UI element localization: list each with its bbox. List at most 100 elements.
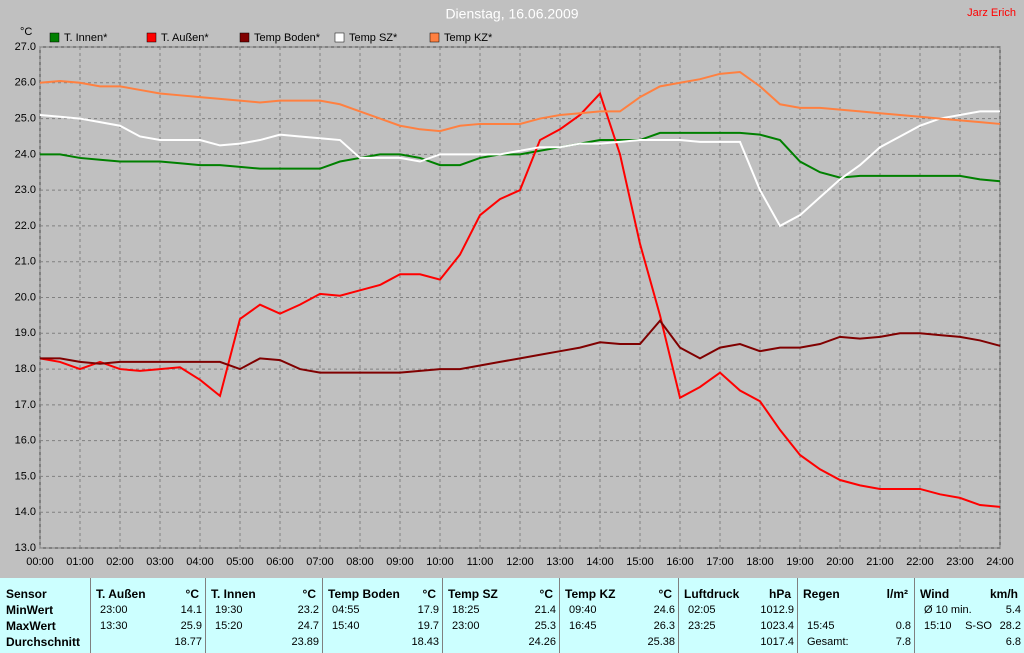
x-tick-label: 22:00	[906, 556, 934, 568]
column-header: Regen	[803, 587, 840, 601]
cell-time: Ø 10 min.	[924, 604, 972, 616]
column-unit: hPa	[768, 587, 791, 601]
y-tick-label: 25.0	[15, 112, 36, 124]
y-tick-label: 27.0	[15, 41, 36, 53]
cell-value: 24.26	[528, 636, 556, 648]
column-unit: km/h	[989, 587, 1018, 601]
cell-time: 04:55	[332, 604, 360, 616]
x-tick-label: 13:00	[546, 556, 574, 568]
y-unit: °C	[20, 26, 32, 38]
legend-swatch	[429, 32, 440, 43]
cell-value: 1023.4	[760, 620, 794, 632]
cell-value: 5.4	[1005, 604, 1021, 616]
x-tick-label: 18:00	[746, 556, 774, 568]
column-separator	[322, 578, 323, 653]
legend-label: Temp Boden*	[254, 32, 321, 44]
y-tick-label: 19.0	[15, 327, 36, 339]
column-unit: °C	[658, 587, 672, 601]
cell-time: 23:25	[688, 620, 716, 632]
column-unit: °C	[185, 587, 199, 601]
column-header: Luftdruck	[684, 587, 740, 601]
y-tick-label: 17.0	[15, 399, 36, 411]
cell-value: 21.4	[534, 604, 556, 616]
x-tick-label: 10:00	[426, 556, 454, 568]
series-line	[40, 319, 1001, 374]
legend-label: T. Innen*	[64, 32, 108, 44]
column-header: Temp KZ	[565, 587, 616, 601]
column-header: Temp SZ	[448, 587, 498, 601]
x-tick-label: 19:00	[786, 556, 814, 568]
chart: Dienstag, 16.06.2009 Jarz Erich °C 13.0 1…	[15, 6, 1016, 568]
y-tick-label: 24.0	[15, 148, 36, 160]
x-tick-label: 04:00	[186, 556, 214, 568]
cell-value: 26.3	[653, 620, 675, 632]
legend-label: Temp SZ*	[349, 32, 398, 44]
y-tick-label: 26.0	[15, 77, 36, 89]
y-tick-label: 13.0	[15, 542, 36, 554]
column-header: T. Außen	[96, 587, 146, 601]
cell-time: 16:45	[569, 620, 597, 632]
cell-value: 0.8	[895, 620, 911, 632]
column-header: Temp Boden	[328, 587, 400, 601]
x-tick-label: 02:00	[106, 556, 134, 568]
column-unit: l/m²	[886, 587, 908, 601]
column-separator	[797, 578, 798, 653]
column-unit: °C	[302, 587, 316, 601]
x-tick-label: 17:00	[706, 556, 734, 568]
chart-title: Dienstag, 16.06.2009	[445, 6, 578, 22]
cell-time: 13:30	[100, 620, 128, 632]
column-unit: °C	[422, 587, 436, 601]
x-tick-label: 03:00	[146, 556, 174, 568]
legend-label: T. Außen*	[161, 32, 209, 44]
x-tick-label: 23:00	[946, 556, 974, 568]
legend-swatch	[334, 32, 345, 43]
row-label: MinWert	[6, 603, 54, 617]
cell-value: 1017.4	[760, 636, 794, 648]
x-tick-label: 14:00	[586, 556, 614, 568]
y-tick-label: 18.0	[15, 363, 36, 375]
x-tick-label: 11:00	[467, 556, 494, 568]
cell-value: 23.2	[297, 604, 319, 616]
cell-value: 1012.9	[760, 604, 794, 616]
y-tick-label: 16.0	[15, 435, 36, 447]
x-tick-label: 00:00	[26, 556, 54, 568]
x-tick-label: 09:00	[386, 556, 414, 568]
x-tick-label: 24:00	[986, 556, 1014, 568]
cell-value: 25.38	[647, 636, 675, 648]
x-tick-label: 01:00	[66, 556, 94, 568]
series-line	[39, 71, 1001, 133]
series-line	[39, 91, 1001, 508]
x-tick-label: 07:00	[306, 556, 334, 568]
y-tick-label: 21.0	[15, 256, 36, 268]
row-label: MaxWert	[6, 619, 56, 633]
cell-time: 18:25	[452, 604, 480, 616]
cell-value: 25.9	[180, 620, 202, 632]
cell-value: 18.77	[174, 636, 202, 648]
cell-value: 25.3	[534, 620, 556, 632]
cell-time: 02:05	[688, 604, 716, 616]
y-tick-label: 14.0	[15, 506, 36, 518]
column-separator	[90, 578, 91, 653]
cell-value: 24.6	[653, 604, 675, 616]
y-tick-label: 20.0	[15, 291, 36, 303]
cell-value: 18.43	[411, 636, 439, 648]
column-header: Wind	[920, 587, 950, 601]
x-tick-label: 08:00	[346, 556, 374, 568]
x-tick-label: 06:00	[266, 556, 294, 568]
cell-value: 19.7	[417, 620, 439, 632]
y-tick-label: 22.0	[15, 220, 36, 232]
stats-table: Sensor T. Außen °C T. Innen °C Temp Boden °C Te…	[0, 578, 1024, 653]
cell-time: 23:00	[100, 604, 128, 616]
series-line	[40, 131, 1001, 183]
x-tick-label: 15:00	[626, 556, 654, 568]
column-separator	[559, 578, 560, 653]
cell-value: 7.8	[895, 636, 911, 648]
cell-value: 14.1	[180, 604, 202, 616]
column-separator	[205, 578, 206, 653]
column-separator	[678, 578, 679, 653]
cell-value: 28.2	[999, 620, 1021, 632]
cell-value: 24.7	[297, 620, 319, 632]
cell-time: 15:40	[332, 620, 360, 632]
y-tick-label: 15.0	[15, 470, 36, 482]
